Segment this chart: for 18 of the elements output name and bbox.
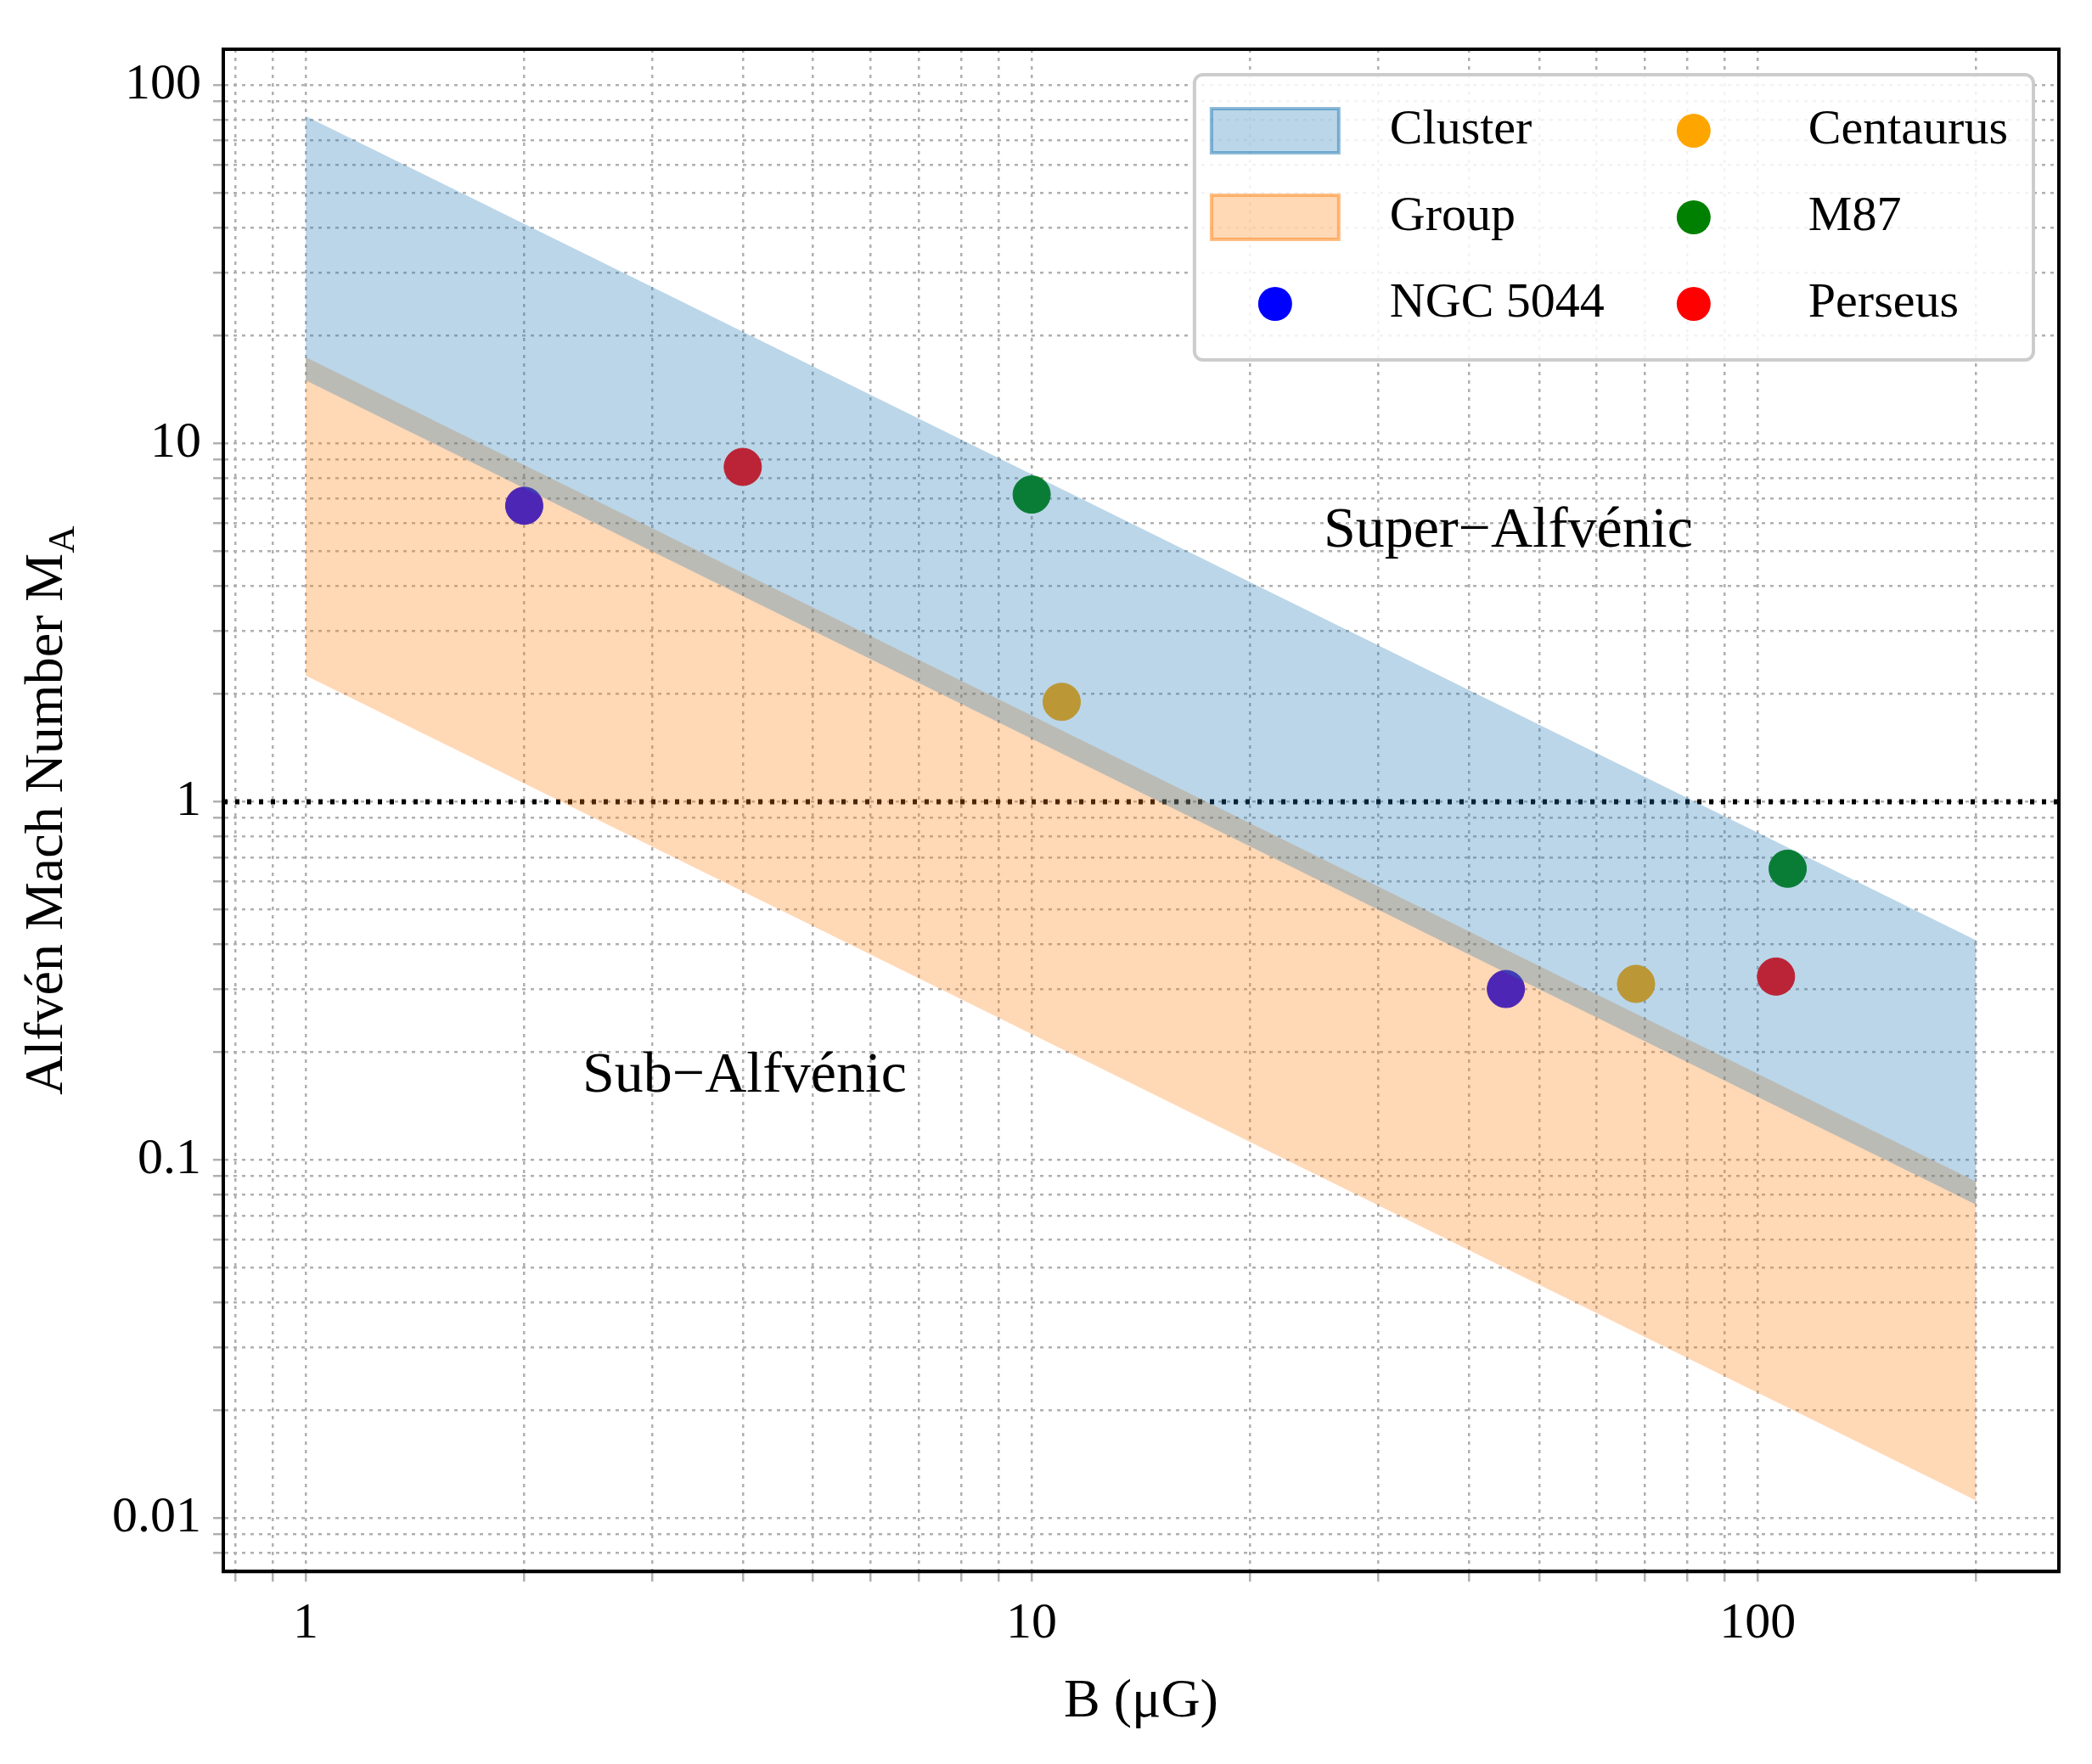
y-tick-label: 100 [125, 53, 201, 110]
annotation: Super−Alfvénic [1323, 495, 1693, 560]
x-tick-label: 1 [293, 1592, 319, 1649]
annotation: Sub−Alfvénic [582, 1040, 908, 1105]
y-tick-label: 0.1 [138, 1128, 201, 1185]
legend-label: Group [1389, 186, 1516, 242]
x-tick-label: 100 [1719, 1592, 1797, 1649]
x-tick-label: 10 [1006, 1592, 1058, 1649]
legend-label: Cluster [1389, 99, 1532, 155]
y-tick-label: 0.01 [112, 1486, 201, 1543]
legend-label: NGC 5044 [1389, 272, 1605, 329]
y-tick-label: 1 [176, 770, 201, 827]
legend-label: Perseus [1808, 272, 1960, 329]
y-axis-title: Alfvén Mach Number MA [13, 525, 82, 1095]
y-tick-label: 10 [150, 412, 201, 469]
legend-label: Centaurus [1808, 99, 2008, 155]
legend-label: M87 [1808, 186, 1902, 242]
x-axis-title: B (μG) [1064, 1668, 1218, 1729]
